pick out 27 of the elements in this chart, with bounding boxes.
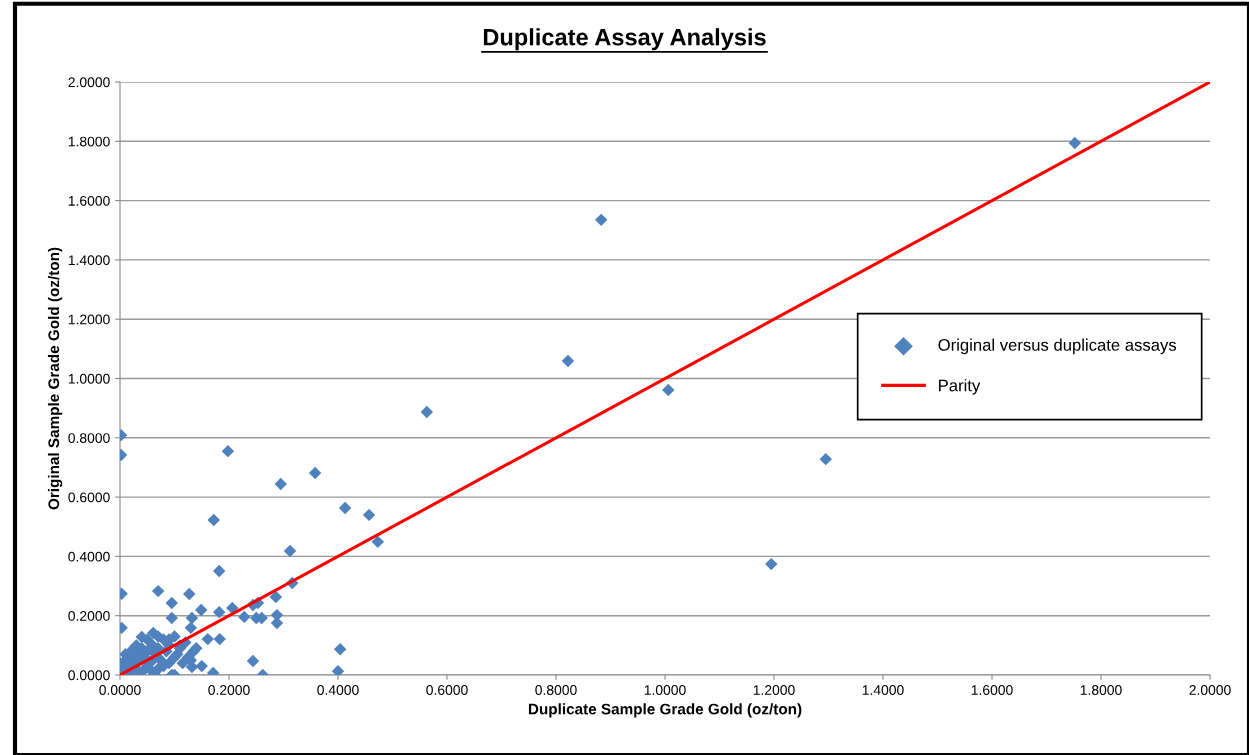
x-tick-label: 0.0000 <box>99 685 141 695</box>
y-tick-label: 0.4000 <box>68 551 110 562</box>
x-axis-title: Duplicate Sample Grade Gold (oz/ton) <box>528 703 802 718</box>
y-tick-label: 1.6000 <box>68 195 110 206</box>
y-tick-label: 1.4000 <box>68 255 110 266</box>
y-tick-label: 0.0000 <box>68 670 110 681</box>
x-tick-label: 1.2000 <box>753 685 795 695</box>
legend-label: Parity <box>939 379 981 395</box>
y-tick-label: 2.0000 <box>68 77 110 88</box>
legend-label: Original versus duplicate assays <box>938 338 1177 355</box>
x-tick-label: 1.0000 <box>644 685 686 695</box>
x-tick-label: 0.8000 <box>535 685 577 695</box>
y-tick-label: 1.8000 <box>68 136 110 147</box>
y-axis-title: Original Sample Grade Gold (oz/ton) <box>47 247 63 510</box>
x-tick-label: 0.2000 <box>208 685 250 695</box>
y-tick-label: 0.6000 <box>68 492 110 503</box>
y-tick-label: 1.0000 <box>68 373 110 384</box>
x-tick-label: 0.4000 <box>317 685 359 695</box>
y-tick-label: 1.2000 <box>68 314 110 325</box>
y-tick-label: 0.2000 <box>68 611 110 621</box>
x-tick-label: 2.0000 <box>1189 685 1231 695</box>
y-tick-label: 0.8000 <box>68 433 110 443</box>
x-tick-label: 1.6000 <box>971 685 1013 695</box>
x-tick-label: 0.6000 <box>426 685 468 695</box>
chart-title: Duplicate Assay Analysis <box>483 28 766 51</box>
x-tick-label: 1.8000 <box>1080 685 1122 695</box>
x-tick-label: 1.4000 <box>862 685 904 695</box>
